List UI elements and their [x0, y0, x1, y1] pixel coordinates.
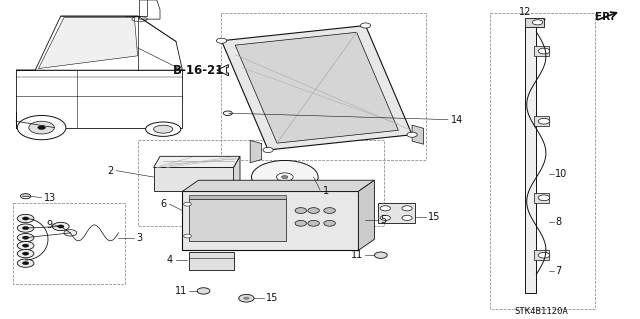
- Polygon shape: [182, 191, 358, 250]
- FancyArrow shape: [217, 65, 228, 76]
- Bar: [490, 13, 595, 309]
- Circle shape: [374, 252, 387, 258]
- Text: STK4B1120A: STK4B1120A: [514, 308, 568, 316]
- Polygon shape: [154, 167, 234, 191]
- Circle shape: [22, 252, 29, 255]
- Circle shape: [22, 226, 29, 230]
- Polygon shape: [534, 46, 549, 56]
- Circle shape: [216, 38, 227, 43]
- Circle shape: [239, 294, 254, 302]
- Circle shape: [263, 147, 273, 152]
- Circle shape: [243, 297, 250, 300]
- Text: 11: 11: [175, 286, 187, 296]
- Polygon shape: [16, 70, 182, 128]
- Circle shape: [20, 194, 31, 199]
- Polygon shape: [140, 0, 160, 19]
- Circle shape: [17, 224, 34, 232]
- Text: 12: 12: [518, 7, 531, 17]
- Polygon shape: [412, 125, 424, 144]
- Ellipse shape: [154, 125, 173, 133]
- Text: 15: 15: [428, 212, 440, 222]
- Circle shape: [532, 20, 543, 25]
- Circle shape: [380, 206, 390, 211]
- Circle shape: [17, 214, 34, 223]
- Circle shape: [538, 195, 550, 201]
- Circle shape: [64, 230, 77, 236]
- Polygon shape: [358, 180, 374, 250]
- Circle shape: [223, 111, 232, 115]
- Circle shape: [52, 222, 69, 231]
- Circle shape: [17, 259, 34, 267]
- Text: 5: 5: [380, 215, 387, 225]
- Circle shape: [184, 202, 191, 206]
- Circle shape: [29, 121, 54, 134]
- Circle shape: [308, 208, 319, 213]
- Circle shape: [402, 215, 412, 220]
- Text: 10: 10: [555, 169, 567, 179]
- Circle shape: [538, 252, 550, 258]
- Circle shape: [17, 234, 34, 242]
- Polygon shape: [534, 193, 549, 203]
- Text: 8: 8: [555, 217, 561, 227]
- Circle shape: [324, 220, 335, 226]
- Text: 13: 13: [44, 193, 56, 203]
- Circle shape: [17, 249, 34, 258]
- Bar: [189, 195, 285, 199]
- Circle shape: [538, 118, 550, 124]
- Circle shape: [308, 220, 319, 226]
- Polygon shape: [525, 26, 536, 293]
- Circle shape: [38, 126, 45, 130]
- Polygon shape: [234, 156, 240, 191]
- Text: 3: 3: [136, 233, 143, 243]
- Polygon shape: [235, 32, 399, 143]
- Circle shape: [252, 160, 318, 194]
- Circle shape: [360, 23, 371, 28]
- Bar: [138, 140, 384, 226]
- Circle shape: [22, 244, 29, 247]
- Circle shape: [324, 208, 335, 213]
- Text: B-16-21: B-16-21: [173, 64, 224, 77]
- Circle shape: [22, 217, 29, 220]
- Polygon shape: [189, 252, 234, 270]
- Polygon shape: [534, 116, 549, 126]
- Circle shape: [282, 175, 288, 179]
- Circle shape: [295, 208, 307, 213]
- Text: 6: 6: [160, 199, 166, 209]
- Circle shape: [402, 206, 412, 211]
- Circle shape: [538, 48, 550, 54]
- Circle shape: [380, 215, 390, 220]
- Circle shape: [17, 241, 34, 250]
- Circle shape: [17, 115, 66, 140]
- Polygon shape: [250, 140, 262, 163]
- Text: 9: 9: [46, 220, 52, 230]
- Text: FR.: FR.: [595, 11, 614, 22]
- Text: 4: 4: [166, 255, 173, 265]
- Text: 1: 1: [323, 186, 330, 197]
- Polygon shape: [534, 250, 549, 260]
- Ellipse shape: [146, 122, 180, 137]
- Circle shape: [22, 262, 29, 265]
- Text: 14: 14: [451, 115, 463, 125]
- Circle shape: [22, 236, 29, 239]
- Polygon shape: [182, 180, 374, 191]
- Polygon shape: [38, 18, 138, 69]
- Polygon shape: [154, 156, 240, 167]
- Polygon shape: [378, 203, 415, 223]
- Text: 2: 2: [108, 166, 114, 176]
- Bar: [13, 203, 125, 284]
- Circle shape: [295, 220, 307, 226]
- Polygon shape: [525, 18, 544, 27]
- Bar: [189, 199, 285, 241]
- Circle shape: [184, 234, 191, 238]
- Polygon shape: [16, 16, 182, 70]
- Circle shape: [407, 132, 417, 137]
- Text: 11: 11: [351, 250, 363, 260]
- Circle shape: [276, 173, 293, 181]
- Circle shape: [197, 288, 210, 294]
- Text: 15: 15: [266, 293, 278, 303]
- Polygon shape: [221, 26, 412, 150]
- Bar: [221, 13, 426, 160]
- Circle shape: [58, 225, 64, 228]
- Text: 7: 7: [555, 266, 561, 276]
